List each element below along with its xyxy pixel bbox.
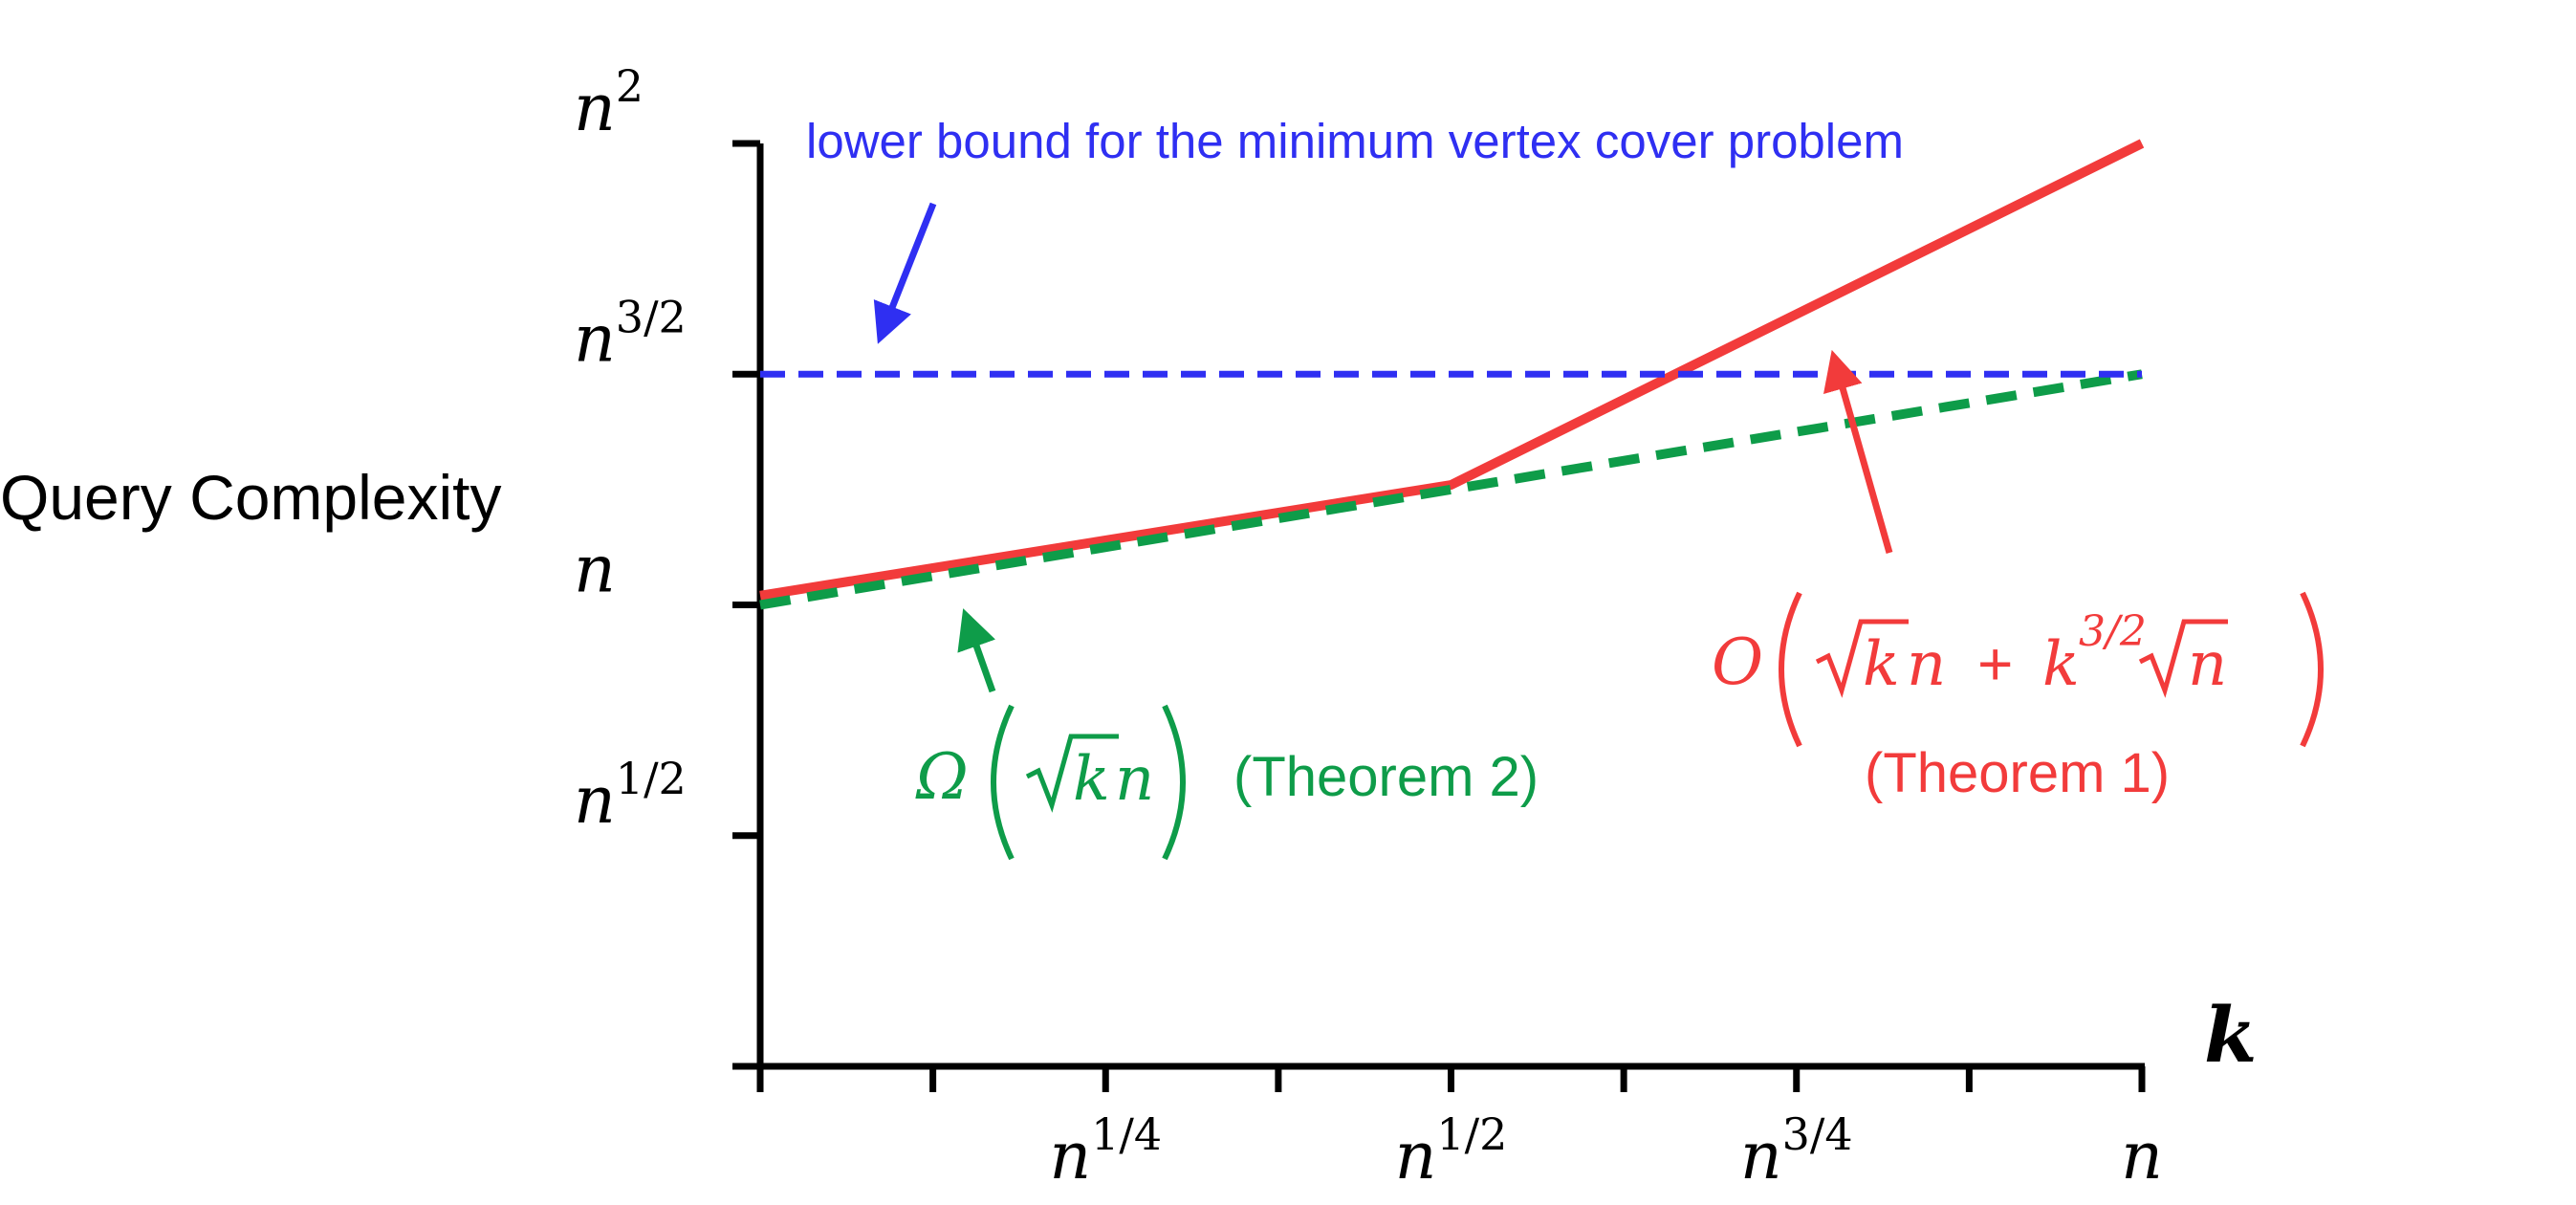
thm1-k2: k	[2042, 629, 2080, 700]
series-line-upper	[759, 139, 2145, 601]
thm1-n: n	[1907, 629, 1946, 700]
thm1-sup: 3/2	[2079, 607, 2147, 656]
thm1-sqrt-sign	[1815, 619, 1909, 698]
thm2-left-paren	[991, 704, 1015, 861]
thm2-right-paren	[1162, 704, 1186, 861]
thm2-omega: Ω	[915, 740, 969, 814]
thm1-n2: n	[2188, 629, 2227, 700]
thm2-sqrt-sign	[1025, 734, 1119, 813]
thm1-plus: +	[1977, 629, 2013, 698]
vc-annotation-text: lower bound for the minimum vertex cover…	[806, 114, 1904, 168]
x-tick-label: n	[2121, 1119, 2163, 1194]
thm1-sqrt-sign-2	[2138, 619, 2228, 698]
y-tick-label: n1/2	[574, 753, 687, 839]
series	[759, 139, 2145, 610]
axes	[732, 143, 2145, 1070]
y-tick-label: n2	[574, 60, 644, 146]
thm1-annotation-arrow	[1823, 349, 1893, 554]
series-line-lower	[759, 369, 2143, 610]
thm2-formula: Ω k n (Theorem 2)	[915, 704, 1539, 861]
thm1-left-paren	[1779, 591, 1802, 748]
y-axis-label: Query Complexity	[0, 462, 502, 533]
x-tick-label: n1/4	[1049, 1108, 1162, 1194]
thm1-k: k	[1863, 629, 1900, 700]
y-tick-label: n	[574, 533, 616, 608]
thm1-right-paren	[2300, 591, 2324, 748]
x-tick-label: n3/4	[1740, 1108, 1853, 1194]
thm2-annotation-arrow	[957, 608, 996, 693]
y-ticks: n1/2 n n3/2 n2	[574, 60, 760, 840]
thm1-label: (Theorem 1)	[1865, 742, 2170, 804]
thm2-n: n	[1115, 744, 1154, 815]
x-axis-label: k	[2204, 990, 2257, 1080]
thm1-O: O	[1712, 625, 1763, 699]
y-tick-label: n3/2	[574, 291, 687, 377]
vc-annotation-arrow	[873, 202, 937, 344]
x-ticks: n1/4 n1/2 n3/4 n	[756, 1066, 2163, 1194]
thm1-formula: O k n + k 3/2 n (Theorem 1)	[1712, 591, 2324, 804]
thm2-k: k	[1073, 744, 1110, 815]
thm2-label: (Theorem 2)	[1233, 746, 1539, 808]
x-tick-label: n1/2	[1395, 1108, 1508, 1194]
